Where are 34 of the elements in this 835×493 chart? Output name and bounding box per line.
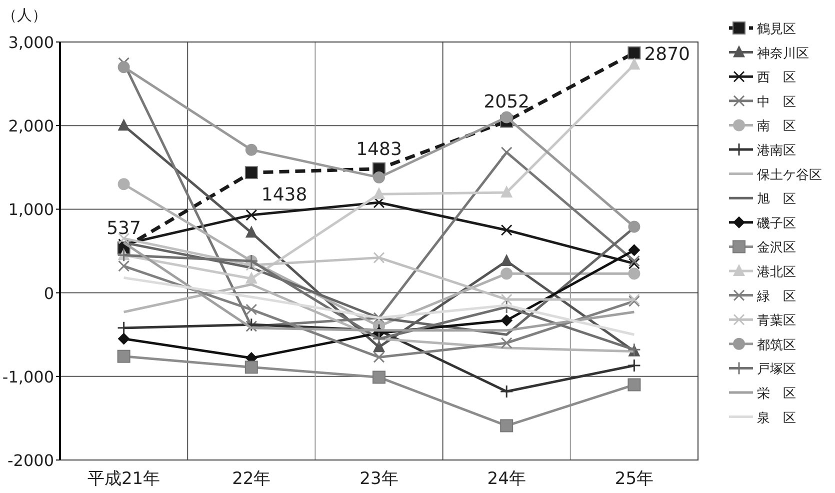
- data-label: 2870: [644, 44, 690, 65]
- legend-label: 港南区: [757, 144, 796, 158]
- data-label: 1483: [356, 138, 402, 160]
- legend-label: 西 区: [757, 70, 796, 86]
- data-label: 1438: [261, 184, 308, 206]
- legend-label: 都筑区: [757, 338, 796, 353]
- x-tick-label: 平成21年: [87, 469, 160, 489]
- x-tick-label: 23年: [360, 469, 398, 489]
- y-tick-label: 2,000: [8, 116, 54, 136]
- legend-label: 金沢区: [757, 240, 796, 256]
- data-label: 537: [106, 218, 141, 239]
- y-axis-title: （人）: [2, 6, 47, 24]
- y-tick-label: -2000: [8, 451, 54, 470]
- legend-label: 磯子区: [756, 216, 796, 232]
- x-tick-label: 22年: [232, 469, 271, 489]
- legend-label: 戸塚区: [757, 362, 796, 378]
- x-tick-label: 25年: [614, 469, 654, 489]
- legend-label: 鶴見区: [757, 22, 796, 37]
- y-tick-label: 1,000: [8, 200, 54, 220]
- y-tick-label: -1,000: [2, 367, 54, 386]
- legend-label: 南 区: [757, 119, 796, 134]
- legend-label: 旭 区: [757, 192, 796, 208]
- legend-label: 中 区: [757, 94, 796, 110]
- legend-label: 栄 区: [757, 386, 796, 402]
- legend-label: 泉 区: [757, 410, 796, 426]
- data-label: 2052: [484, 91, 530, 112]
- legend-label: 緑 区: [756, 289, 796, 304]
- legend-label: 港北区: [757, 265, 796, 280]
- y-tick-label: 3,000: [8, 33, 54, 52]
- legend-label: 青葉区: [757, 314, 796, 329]
- y-tick-label: 0: [44, 284, 54, 303]
- legend-label: 神奈川区: [757, 46, 809, 62]
- x-tick-label: 24年: [487, 469, 526, 489]
- legend-label: 保土ケ谷区: [757, 168, 822, 183]
